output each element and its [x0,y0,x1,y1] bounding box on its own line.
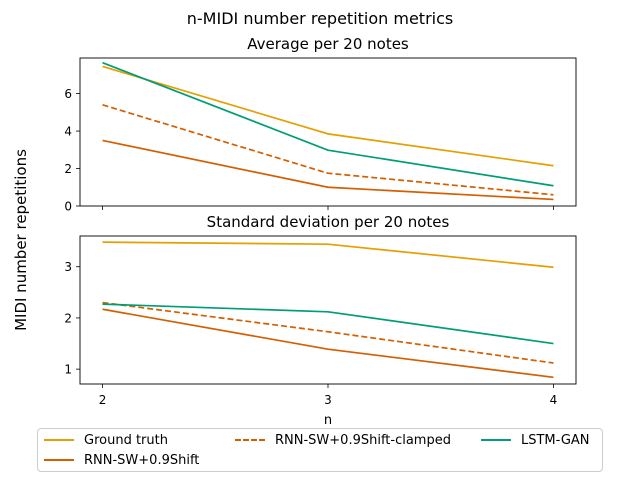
legend-item-rnn-sw-clamped: RNN-SW+0.9Shift-clamped [235,431,451,449]
legend-label: RNN-SW+0.9Shift-clamped [275,432,451,448]
series-line-rnn-sw-0-9shift-clamped [102,104,554,196]
series-line-rnn-sw-0-9shift [102,308,554,379]
series-line-lstm-gan [102,61,554,187]
legend-item-ground-truth: Ground truth [44,431,168,449]
legend: Ground truth RNN-SW+0.9Shift RNN-SW+0.9S… [37,428,603,472]
x-axis-label: n [324,413,332,428]
legend-item-lstm-gan: LSTM-GAN [481,431,590,449]
y-axis-label: MIDI number repetitions [12,149,30,331]
legend-label: RNN-SW+0.9Shift [84,452,200,468]
y-tick-label: 2 [64,162,72,176]
series-line-lstm-gan [102,303,554,345]
legend-swatch [235,439,265,441]
suptitle: n-MIDI number repetition metrics [187,9,453,28]
legend-label: Ground truth [84,432,168,448]
y-tick-label: 3 [64,260,72,274]
y-tick-label: 1 [64,363,72,377]
axes-frame [79,57,577,207]
series-line-rnn-sw-0-9shift [102,139,554,201]
x-tick-label: 2 [99,393,107,407]
legend-swatch [481,439,511,441]
y-tick-label: 6 [64,87,72,101]
legend-label: LSTM-GAN [521,432,590,448]
panel-title: Average per 20 notes [247,35,409,53]
series-line-ground-truth [102,241,554,269]
series-line-ground-truth [102,65,554,167]
series-line-rnn-sw-0-9shift-clamped [102,301,554,364]
y-tick-label: 2 [64,311,72,325]
panel-title: Standard deviation per 20 notes [207,213,450,231]
panels: Average per 20 notes 0 2 4 6 Standard deviati… [64,35,577,407]
panel-2: Standard deviation per 20 notes 1 2 3 2 3 4 [64,213,577,407]
axes-frame [79,235,577,385]
legend-swatch [44,459,74,461]
y-tick-label: 4 [64,125,72,139]
x-tick-label: 4 [550,393,558,407]
y-tick-label: 0 [64,200,72,214]
panel-1: Average per 20 notes 0 2 4 6 [64,35,577,214]
legend-item-rnn-sw: RNN-SW+0.9Shift [44,451,199,469]
legend-swatch [44,439,74,441]
x-tick-label: 3 [324,393,332,407]
